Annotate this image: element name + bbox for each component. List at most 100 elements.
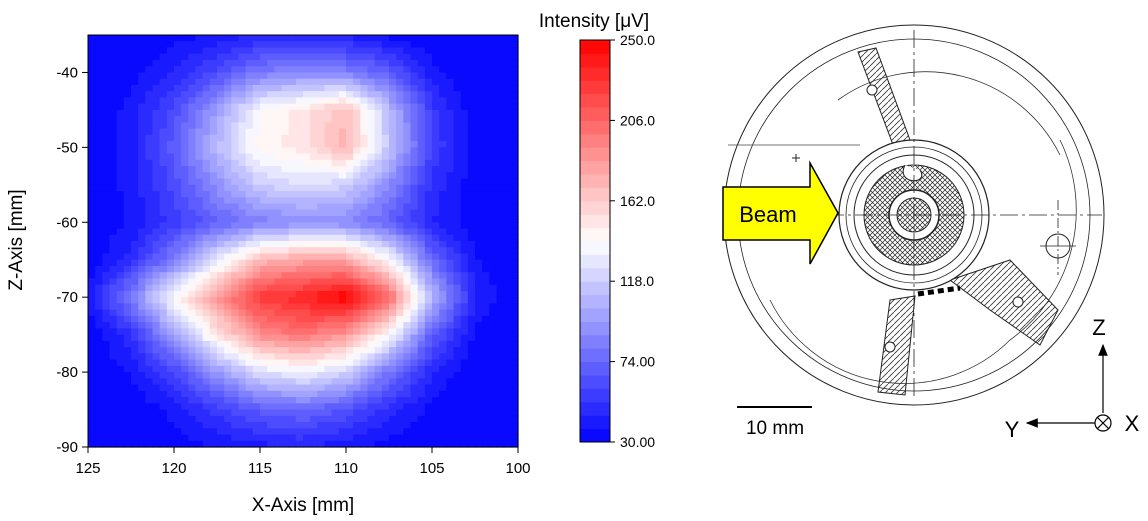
- heatmap-cell: [389, 128, 397, 136]
- heatmap-cell: [131, 234, 139, 242]
- heatmap-cell: [195, 166, 204, 173]
- heatmap-cell: [489, 265, 498, 273]
- heatmap-cell: [360, 334, 369, 342]
- heatmap-cell: [174, 222, 182, 230]
- heatmap-cell: [424, 184, 433, 192]
- heatmap-cell: [195, 128, 204, 136]
- heatmap-cell: [217, 216, 225, 223]
- heatmap-cell: [252, 397, 261, 404]
- heatmap-cell: [152, 172, 161, 180]
- heatmap-cell: [353, 141, 361, 148]
- heatmap-cell: [281, 91, 290, 99]
- heatmap-cell: [245, 315, 254, 323]
- heatmap-cell: [439, 116, 447, 123]
- heatmap-cell: [260, 241, 268, 248]
- heatmap-cell: [267, 359, 275, 367]
- heatmap-cell: [417, 322, 426, 329]
- heatmap-cell: [245, 309, 254, 317]
- heatmap-cell: [310, 247, 318, 255]
- heatmap-cell: [482, 184, 490, 192]
- heatmap-cell: [453, 384, 462, 392]
- heatmap-cell: [238, 241, 247, 248]
- heatmap-cell: [195, 191, 204, 198]
- heatmap-cell: [152, 97, 161, 105]
- heatmap-cell: [102, 422, 111, 429]
- heatmap-cell: [260, 409, 268, 417]
- heatmap-cell: [346, 166, 354, 173]
- heatmap-cell: [274, 340, 283, 348]
- heatmap-cell: [202, 303, 211, 311]
- heatmap-cell: [467, 153, 476, 161]
- heatmap-cell: [159, 303, 168, 311]
- heatmap-cell: [231, 309, 240, 317]
- heatmap-cell: [353, 184, 361, 192]
- heatmap-cell: [131, 378, 139, 386]
- heatmap-cell: [252, 197, 261, 205]
- heatmap-cell: [324, 353, 333, 361]
- heatmap-cell: [281, 103, 290, 111]
- heatmap-cell: [267, 78, 275, 86]
- heatmap-cell: [224, 72, 232, 80]
- heatmap-cell: [131, 116, 139, 123]
- heatmap-cell: [181, 359, 189, 367]
- heatmap-cell: [496, 334, 505, 342]
- heatmap-cell: [217, 53, 225, 61]
- heatmap-cell: [346, 41, 354, 49]
- heatmap-cell: [381, 428, 390, 436]
- heatmap-cell: [374, 41, 383, 49]
- heatmap-cell: [152, 428, 161, 436]
- heatmap-cell: [317, 328, 326, 336]
- heatmap-cell: [389, 265, 397, 273]
- heatmap-cell: [510, 334, 519, 342]
- heatmap-cell: [410, 428, 419, 436]
- heatmap-cell: [417, 153, 426, 161]
- heatmap-cell: [174, 440, 182, 448]
- heatmap-cell: [396, 384, 404, 392]
- heatmap-cell: [475, 59, 483, 67]
- heatmap-cell: [374, 328, 383, 336]
- heatmap-cell: [274, 322, 283, 329]
- heatmap-cell: [410, 359, 419, 367]
- heatmap-cell: [331, 353, 340, 361]
- heatmap-cell: [95, 216, 103, 223]
- heatmap-cell: [209, 66, 218, 74]
- heatmap-cell: [238, 53, 247, 61]
- colorbar-band: [580, 120, 610, 135]
- heatmap-cell: [281, 84, 290, 92]
- heatmap-cell: [360, 284, 369, 292]
- heatmap-cell: [159, 116, 168, 123]
- heatmap-cell: [202, 284, 211, 292]
- heatmap-cell: [152, 166, 161, 173]
- heatmap-cell: [252, 172, 261, 180]
- heatmap-cell: [166, 228, 175, 236]
- heatmap-cell: [310, 234, 318, 242]
- heatmap-cell: [482, 84, 490, 92]
- heatmap-cell: [238, 428, 247, 436]
- heatmap-cell: [288, 153, 297, 161]
- heatmap-cell: [503, 128, 512, 136]
- heatmap-cell: [152, 278, 161, 286]
- heatmap-cell: [238, 303, 247, 311]
- heatmap-cell: [116, 47, 125, 55]
- heatmap-cell: [102, 209, 111, 217]
- heatmap-cell: [238, 334, 247, 342]
- heatmap-cell: [303, 91, 311, 99]
- heatmap-cell: [503, 297, 512, 305]
- heatmap-cell: [109, 253, 118, 261]
- heatmap-cell: [489, 66, 498, 74]
- heatmap-cell: [460, 359, 469, 367]
- heatmap-cell: [131, 272, 139, 280]
- heatmap-cell: [166, 116, 175, 123]
- heatmap-cell: [417, 47, 426, 55]
- heatmap-cell: [252, 153, 261, 161]
- heatmap-cell: [432, 228, 440, 236]
- heatmap-cell: [138, 247, 146, 255]
- heatmap-cell: [410, 372, 419, 379]
- heatmap-cell: [188, 334, 197, 342]
- heatmap-cell: [188, 347, 197, 354]
- heatmap-cell: [496, 384, 505, 392]
- heatmap-cell: [417, 241, 426, 248]
- heatmap-cell: [417, 35, 426, 42]
- heatmap-cell: [446, 128, 455, 136]
- heatmap-cell: [374, 178, 383, 186]
